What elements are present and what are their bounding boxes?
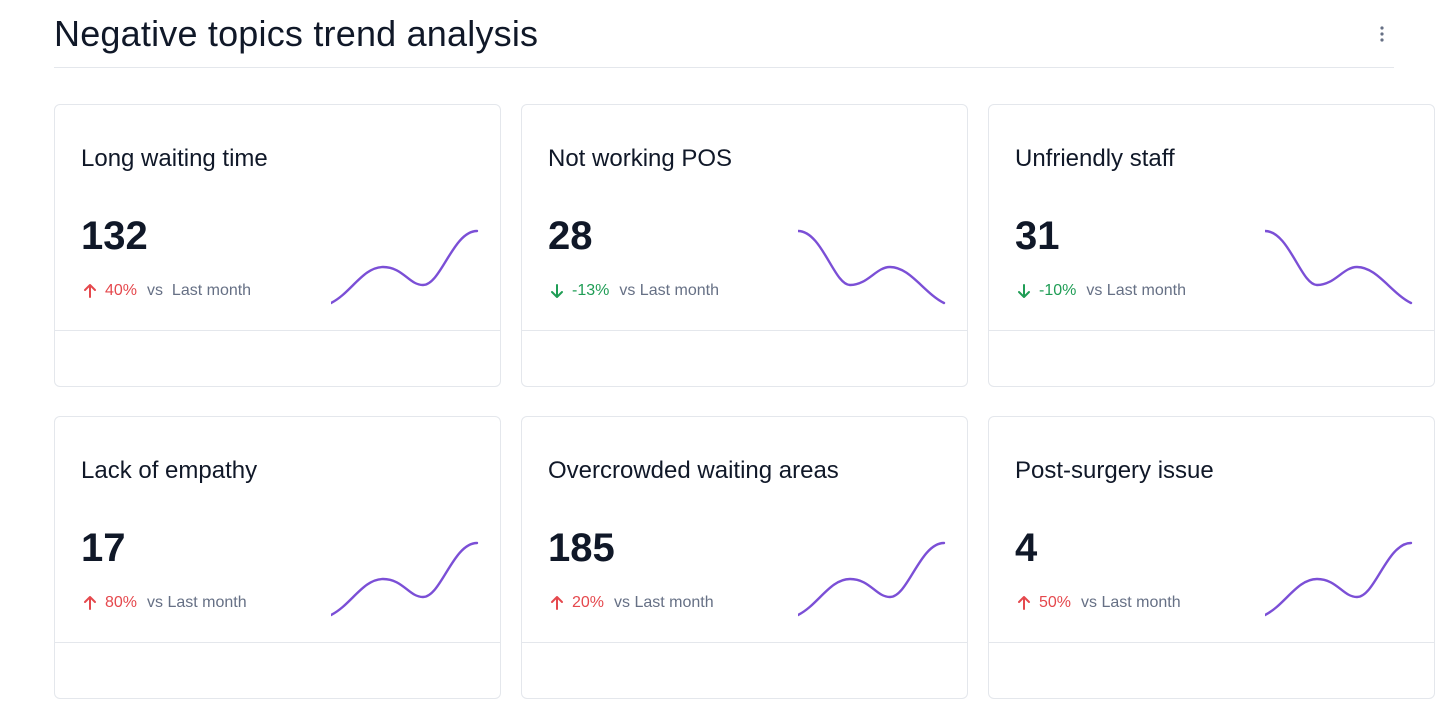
card-divider: [55, 642, 500, 643]
arrow-down-icon: [551, 284, 563, 298]
card-footer: [55, 643, 500, 698]
trend-percent: -13%: [572, 282, 610, 299]
topic-title: Unfriendly staff: [1015, 145, 1175, 172]
trend-percent: 50%: [1039, 594, 1072, 611]
card-divider: [522, 330, 967, 331]
trend-percent: 80%: [105, 594, 138, 611]
trend-percent: 40%: [105, 282, 138, 299]
comparison-label: vs Last month: [1081, 594, 1181, 611]
topic-count: 31: [1015, 214, 1060, 258]
card-footer: [522, 331, 967, 386]
card-footer: [55, 331, 500, 386]
sparkline-chart: [798, 541, 946, 617]
topic-count: 132: [81, 214, 148, 258]
trend-percent: 20%: [572, 594, 605, 611]
card-divider: [55, 330, 500, 331]
topic-title: Post-surgery issue: [1015, 457, 1214, 484]
card-footer: [989, 331, 1434, 386]
arrow-down-icon: [1018, 284, 1030, 298]
topic-count: 185: [548, 526, 615, 570]
topic-card[interactable]: Lack of empathy 17 80% vs Last month: [54, 416, 501, 699]
comparison-label: vs Last month: [619, 282, 719, 299]
trend-indicator: 20% vs Last month: [548, 592, 714, 614]
topic-card[interactable]: Not working POS 28 -13% vs Last month: [521, 104, 968, 387]
topic-title: Not working POS: [548, 145, 733, 172]
sparkline-chart: [1265, 541, 1413, 617]
trend-indicator: 40% vs Last month: [81, 280, 251, 302]
page-header: Negative topics trend analysis: [54, 0, 1394, 68]
arrow-up-icon: [1018, 596, 1030, 610]
arrow-up-icon: [551, 596, 563, 610]
sparkline-chart: [798, 229, 946, 305]
trend-indicator: -13% vs Last month: [548, 280, 719, 302]
trend-indicator: 50% vs Last month: [1015, 592, 1181, 614]
comparison-label: vs Last month: [147, 282, 252, 299]
card-divider: [989, 642, 1434, 643]
trend-indicator: 80% vs Last month: [81, 592, 247, 614]
sparkline-chart: [1265, 229, 1413, 305]
comparison-label: vs Last month: [614, 594, 714, 611]
card-footer: [989, 643, 1434, 698]
topic-count: 17: [81, 526, 126, 570]
page-title: Negative topics trend analysis: [54, 13, 539, 54]
card-divider: [522, 642, 967, 643]
topic-title: Long waiting time: [81, 145, 268, 172]
topic-card[interactable]: Unfriendly staff 31 -10% vs Last month: [988, 104, 1435, 387]
trend-indicator: -10% vs Last month: [1015, 280, 1186, 302]
topic-count: 28: [548, 214, 593, 258]
arrow-up-icon: [84, 284, 96, 298]
topic-card[interactable]: Post-surgery issue 4 50% vs Last month: [988, 416, 1435, 699]
more-vertical-icon: [1380, 26, 1384, 42]
topic-count: 4: [1015, 526, 1038, 570]
trend-percent: -10%: [1039, 282, 1077, 299]
sparkline-chart: [331, 541, 479, 617]
topic-title: Lack of empathy: [81, 457, 258, 484]
topic-title: Overcrowded waiting areas: [548, 457, 839, 484]
more-options-button[interactable]: [1370, 22, 1394, 46]
arrow-up-icon: [84, 596, 96, 610]
card-divider: [989, 330, 1434, 331]
topic-card[interactable]: Overcrowded waiting areas 185 20% vs Las…: [521, 416, 968, 699]
card-footer: [522, 643, 967, 698]
sparkline-chart: [331, 229, 479, 305]
topic-card[interactable]: Long waiting time 132 40% vs Last month: [54, 104, 501, 387]
comparison-label: vs Last month: [1086, 282, 1186, 299]
comparison-label: vs Last month: [147, 594, 247, 611]
